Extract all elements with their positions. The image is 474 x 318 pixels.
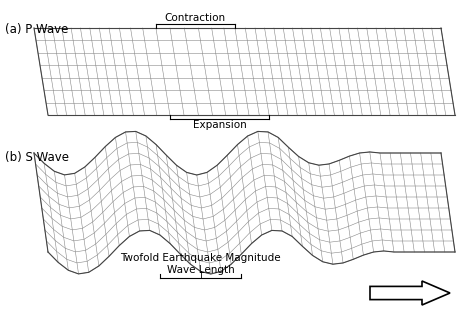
Text: Twofold Earthquake Magnitude: Twofold Earthquake Magnitude	[120, 253, 281, 263]
Text: (a) P Wave: (a) P Wave	[5, 24, 68, 37]
Text: Contraction: Contraction	[165, 13, 226, 23]
Text: (b) S Wave: (b) S Wave	[5, 150, 69, 163]
Text: Expansion: Expansion	[192, 121, 246, 130]
Text: Wave Length: Wave Length	[167, 265, 235, 275]
Polygon shape	[370, 281, 450, 305]
